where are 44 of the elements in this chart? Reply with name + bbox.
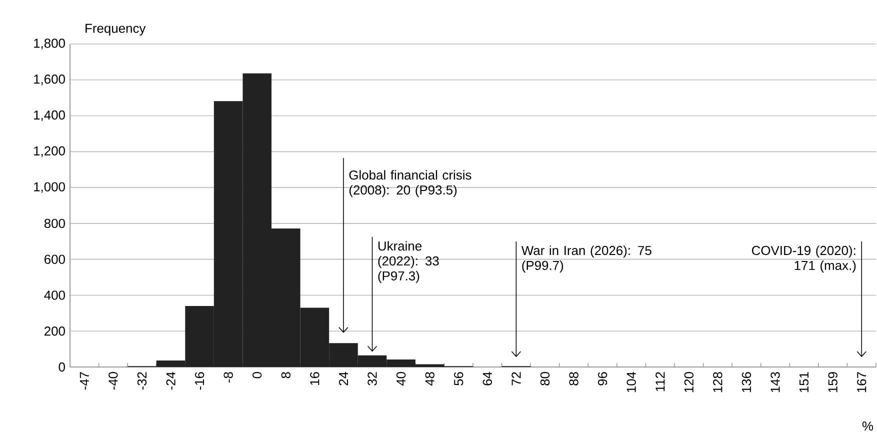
x-tick-label: 16 (310, 372, 320, 385)
y-tick-label: 1,800 (34, 38, 65, 50)
x-tick-label: 56 (454, 372, 464, 386)
annotation: Ukraine (2022): 33 (P97.3) (378, 241, 439, 284)
y-tick-label: 1,600 (34, 74, 65, 86)
x-tick-label: 32 (368, 372, 377, 386)
y-tick-label: 1,000 (34, 182, 65, 193)
annotation: War in Iran (2026): 75 (P99.7) (521, 246, 652, 273)
x-tick-label: 40 (396, 372, 406, 386)
x-tick-label: 167 (857, 372, 866, 392)
x-tick-label: 136 (742, 372, 752, 392)
x-tick-label: -16 (194, 372, 204, 390)
x-tick-label: 80 (540, 372, 550, 386)
x-tick-label: 8 (281, 372, 290, 378)
y-tick-label: 0 (58, 362, 65, 372)
x-tick-label: 159 (828, 372, 838, 392)
x-axis-title: % (862, 422, 874, 431)
x-tick-label: -24 (166, 372, 176, 390)
x-tick-label: -40 (108, 372, 118, 390)
y-tick-label: 1,200 (34, 146, 65, 158)
y-tick-label: 1,400 (34, 110, 65, 122)
annotation: COVID-19 (2020): 171 (max.) (752, 246, 856, 273)
x-tick-label: 24 (338, 372, 348, 386)
x-tick-label: 112 (656, 372, 665, 392)
x-tick-label: 88 (569, 372, 578, 386)
y-tick-label: 200 (44, 326, 65, 336)
y-tick-label: 400 (44, 290, 65, 300)
x-tick-label: -47 (80, 372, 89, 390)
x-tick-label: 48 (425, 372, 434, 386)
y-tick-label: 800 (44, 218, 65, 228)
annotation: Global financial crisis (2008): 20 (P93.5) (349, 170, 472, 198)
x-tick-label: 128 (713, 372, 722, 392)
x-tick-label: 0 (252, 372, 262, 378)
x-tick-label: 151 (800, 372, 809, 392)
x-tick-label: -32 (137, 372, 147, 390)
x-tick-label: 72 (512, 372, 521, 386)
x-tick-label: 96 (598, 372, 608, 386)
x-tick-label: 120 (684, 372, 694, 392)
x-tick-label: 64 (482, 372, 492, 386)
y-tick-label: 600 (44, 254, 65, 264)
x-tick-label: 104 (626, 372, 636, 392)
x-tick-label: -8 (224, 372, 233, 382)
x-tick-label: 143 (770, 372, 780, 392)
y-axis-title: Frequency (86, 24, 146, 36)
